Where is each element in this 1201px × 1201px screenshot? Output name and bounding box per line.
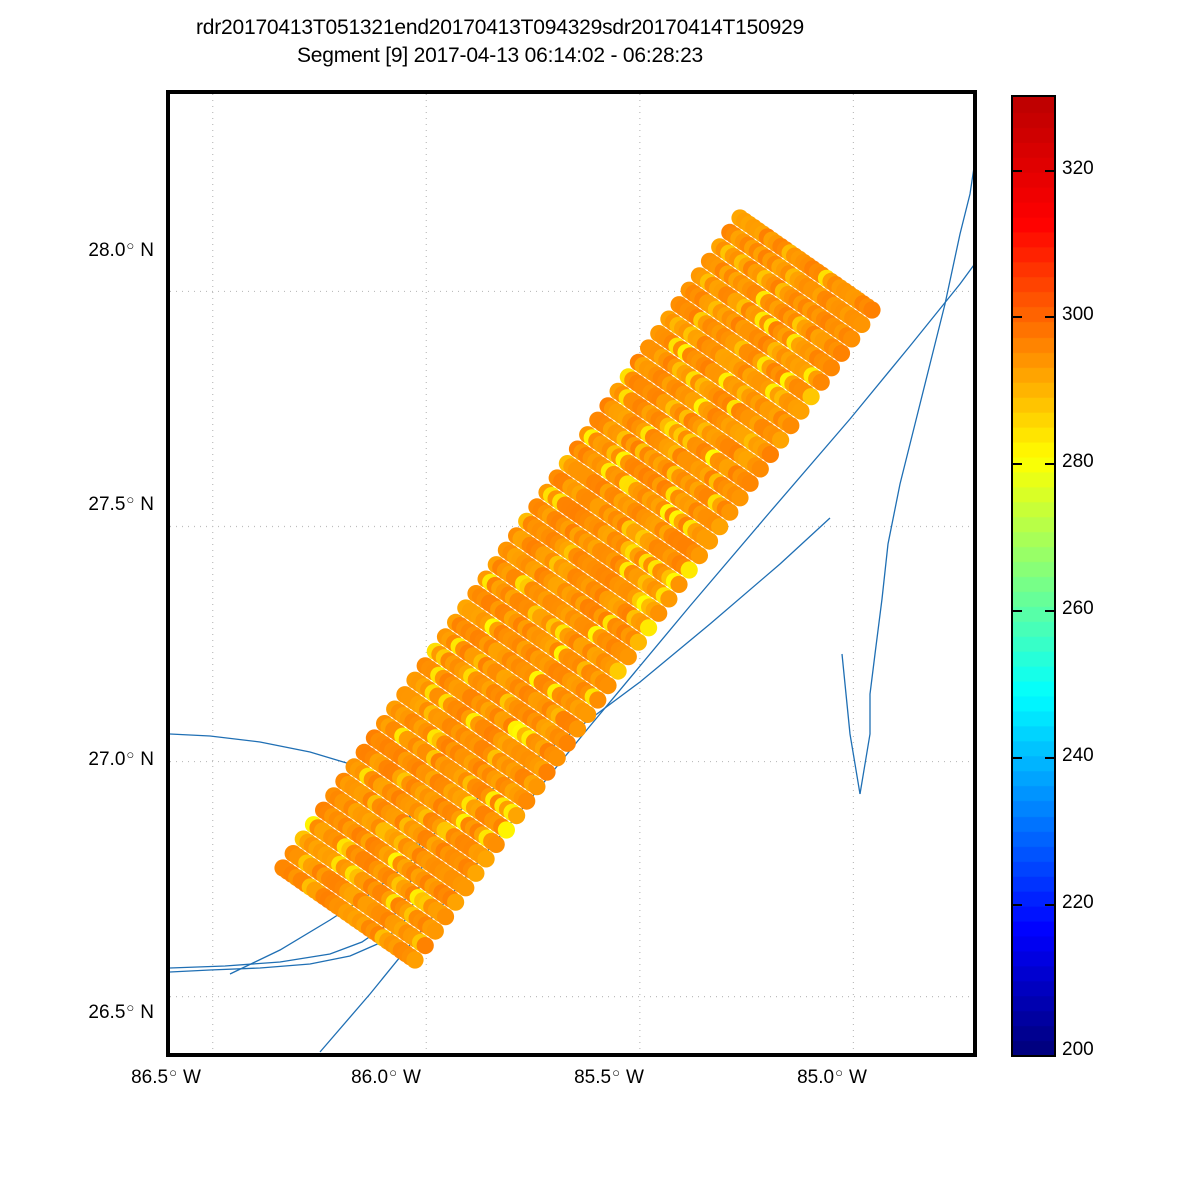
swath-marker (406, 951, 424, 969)
map-plot-area[interactable] (166, 90, 977, 1057)
colorbar-tick-label: 240 (1062, 745, 1094, 766)
swath-marker (589, 691, 607, 709)
swath-marker (467, 864, 485, 882)
swath-marker (782, 417, 800, 435)
x-axis-tick-label: 86.5○ W (131, 1065, 201, 1088)
chart-subtitle: Segment [9] 2017-04-13 06:14:02 - 06:28:… (296, 44, 704, 67)
colorbar[interactable] (1011, 95, 1056, 1057)
swath-marker (650, 604, 668, 622)
swath-marker (822, 359, 841, 377)
colorbar-tick-label: 300 (1062, 304, 1094, 325)
swath-marker (538, 763, 556, 781)
swath-marker (843, 330, 861, 348)
swath-marker (558, 734, 576, 752)
swath-marker (447, 893, 465, 911)
plot-canvas (170, 94, 973, 1053)
chart-title-block: rdr20170413T051321end20170413T094329sdr2… (0, 14, 1000, 70)
x-axis-tick-label: 85.5○ W (574, 1065, 644, 1088)
swath-marker (426, 922, 444, 940)
swath-marker (741, 474, 759, 492)
swath-marker (487, 835, 505, 854)
y-axis-tick-label: 27.0○ N (88, 747, 154, 770)
swath-marker (508, 807, 526, 825)
colorbar-gradient (1013, 97, 1054, 1055)
colorbar-tick-label: 220 (1062, 892, 1094, 913)
swath-marker (832, 344, 851, 362)
swath-marker (792, 402, 810, 420)
colorbar-tick-label: 200 (1062, 1039, 1094, 1060)
swath-marker (528, 778, 546, 796)
swath-marker (761, 445, 780, 463)
swath-marker (579, 705, 597, 724)
swath-marker (568, 720, 587, 738)
y-axis-tick-label: 27.5○ N (88, 492, 154, 515)
swath-marker (619, 648, 637, 666)
colorbar-tick-label: 260 (1062, 598, 1094, 619)
swath-marker (477, 850, 495, 868)
swath-marker (680, 561, 698, 579)
swath-marker (772, 431, 790, 449)
swath-marker (670, 575, 688, 593)
swath-marker (711, 518, 729, 536)
swath-marker (416, 937, 434, 955)
swath-marker (721, 503, 739, 521)
swath-marker (599, 677, 617, 695)
y-axis-tick-label: 26.5○ N (88, 1000, 154, 1023)
y-axis-tick-label: 28.0○ N (88, 238, 154, 261)
swath-marker (609, 662, 627, 680)
swath-marker (497, 821, 515, 839)
swath-marker (853, 315, 871, 333)
swath-marker (690, 547, 709, 565)
x-axis-tick-label: 86.0○ W (351, 1065, 421, 1088)
data-swath-markers (274, 209, 881, 969)
swath-marker (548, 749, 566, 767)
swath-marker (457, 879, 475, 897)
swath-marker (700, 532, 719, 550)
swath-marker (436, 908, 455, 926)
swath-marker (518, 792, 536, 810)
swath-marker (812, 373, 830, 391)
swath-marker (640, 619, 658, 637)
page-title: rdr20170413T051321end20170413T094329sdr2… (195, 16, 805, 39)
swath-marker (802, 388, 820, 406)
swath-marker (629, 633, 647, 651)
swath-marker (863, 301, 881, 319)
swath-marker (660, 590, 678, 608)
colorbar-tick-label: 280 (1062, 451, 1094, 472)
colorbar-tick-label: 320 (1062, 158, 1094, 179)
x-axis-tick-label: 85.0○ W (797, 1065, 867, 1088)
plot-clip (170, 94, 973, 1053)
swath-marker (751, 460, 769, 478)
swath-marker (731, 489, 749, 507)
